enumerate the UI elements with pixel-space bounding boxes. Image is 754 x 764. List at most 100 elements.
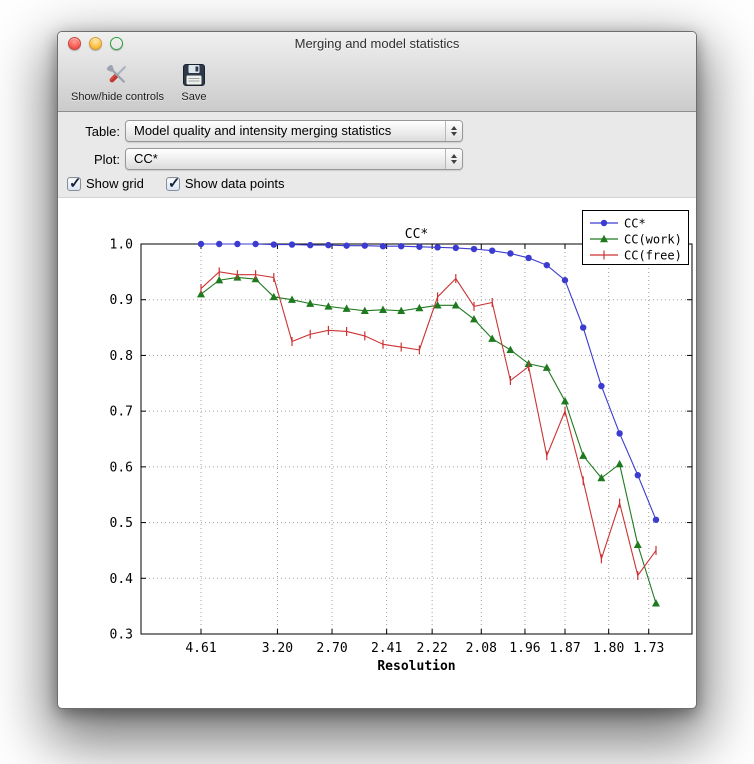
point-marker	[306, 299, 315, 307]
plot-border	[140, 243, 693, 635]
point-marker	[269, 292, 278, 301]
y-tick-label: 1.0	[110, 238, 133, 253]
point-marker	[506, 345, 515, 354]
toolbar: Show/hide controls Save	[58, 55, 696, 111]
show-grid-label: Show grid	[86, 176, 144, 191]
table-select[interactable]: Model quality and intensity merging stat…	[125, 120, 463, 142]
series-CC*	[197, 240, 660, 523]
point-marker	[579, 451, 588, 459]
save-label: Save	[181, 91, 207, 103]
point-marker	[343, 242, 350, 249]
window-title: Merging and model statistics	[294, 36, 460, 51]
point-marker	[597, 473, 606, 482]
point-marker	[197, 289, 205, 298]
series-line	[201, 243, 657, 520]
point-marker	[234, 240, 241, 248]
zoom-button[interactable]	[110, 37, 123, 50]
point-marker	[525, 254, 532, 262]
table-select-value: Model quality and intensity merging stat…	[134, 123, 392, 138]
save-icon	[180, 60, 208, 90]
x-tick-label: 3.20	[262, 641, 293, 656]
checkbox-check-icon	[165, 174, 180, 192]
point-marker	[342, 304, 351, 312]
point-marker	[470, 245, 478, 253]
point-marker	[652, 516, 660, 523]
controls-panel: Table: Model quality and intensity mergi…	[58, 112, 696, 198]
show-hide-controls-button[interactable]: Show/hide controls	[66, 58, 169, 105]
legend-label: CC(free)	[624, 249, 682, 263]
point-marker	[580, 324, 587, 331]
legend-label: CC(work)	[624, 233, 682, 247]
x-tick-label: 2.22	[416, 641, 447, 656]
point-marker	[288, 241, 296, 248]
point-marker	[561, 277, 569, 284]
point-marker	[379, 305, 387, 313]
plot-select[interactable]: CC*	[125, 148, 463, 170]
point-marker	[325, 241, 332, 249]
y-tick-label: 0.6	[110, 460, 133, 475]
point-marker	[616, 430, 623, 437]
point-marker	[307, 241, 314, 249]
point-marker	[216, 240, 223, 248]
table-row: Table: Model quality and intensity mergi…	[58, 120, 696, 142]
window-chrome: Merging and model statistics	[58, 32, 696, 112]
traffic-lights	[68, 37, 123, 50]
point-marker	[324, 302, 333, 310]
close-button[interactable]	[68, 37, 81, 50]
plot-label: Plot:	[93, 151, 120, 167]
y-tick-label: 0.5	[110, 516, 133, 531]
x-tick-label: 1.73	[633, 641, 664, 656]
point-marker	[360, 306, 369, 315]
y-tick-label: 0.9	[110, 293, 133, 308]
point-marker	[634, 472, 641, 479]
app-window: Merging and model statistics	[57, 31, 697, 709]
point-marker	[633, 540, 642, 549]
y-tick-label: 0.4	[110, 572, 134, 587]
legend: CC* CC(work) CC(free)	[582, 210, 689, 265]
x-tick-label: 1.80	[593, 641, 624, 656]
popup-arrows-icon	[445, 121, 462, 141]
chart-area: 1.0 0.9 0.8 0.7 0.6 0.5 0.4 0.3 4.61 3.20 2.70 2.41…	[58, 198, 696, 682]
point-marker	[197, 240, 205, 248]
point-marker	[470, 315, 478, 323]
checkbox-row: Show grid Show data points	[58, 174, 696, 192]
point-marker	[652, 599, 660, 607]
point-marker	[270, 241, 277, 248]
point-marker	[452, 244, 459, 252]
point-marker	[433, 301, 442, 309]
point-marker	[615, 459, 624, 468]
x-tick-label: 2.41	[371, 641, 402, 656]
series-CC(free)	[200, 267, 657, 580]
show-data-points-label: Show data points	[184, 176, 285, 191]
point-marker	[397, 306, 406, 315]
x-axis-label: Resolution	[377, 659, 455, 674]
point-marker	[434, 244, 441, 251]
point-marker	[600, 219, 608, 227]
popup-arrows-icon	[445, 149, 462, 169]
series-line	[200, 271, 657, 577]
y-tick-label: 0.7	[110, 405, 133, 420]
legend-label: CC*	[624, 217, 646, 231]
titlebar[interactable]: Merging and model statistics	[58, 32, 696, 55]
show-hide-controls-label: Show/hide controls	[71, 91, 164, 103]
save-button[interactable]: Save	[175, 58, 213, 105]
point-marker	[543, 261, 550, 269]
point-marker	[600, 234, 608, 243]
plot-row: Plot: CC*	[58, 148, 696, 170]
gridlines	[141, 243, 692, 635]
show-grid-checkbox[interactable]: Show grid	[67, 174, 144, 192]
point-marker	[488, 334, 497, 342]
tools-icon	[103, 60, 131, 90]
x-tick-label: 2.08	[466, 641, 497, 656]
minimize-button[interactable]	[89, 37, 102, 50]
point-marker	[252, 240, 259, 248]
point-marker	[561, 396, 569, 405]
show-data-points-checkbox[interactable]: Show data points	[165, 174, 285, 192]
point-marker	[416, 243, 423, 250]
point-marker	[215, 276, 224, 284]
x-tick-label: 1.87	[549, 641, 580, 656]
checkbox-check-icon	[67, 174, 82, 192]
y-tick-label: 0.8	[110, 349, 133, 364]
x-tick-label: 1.96	[509, 641, 540, 656]
